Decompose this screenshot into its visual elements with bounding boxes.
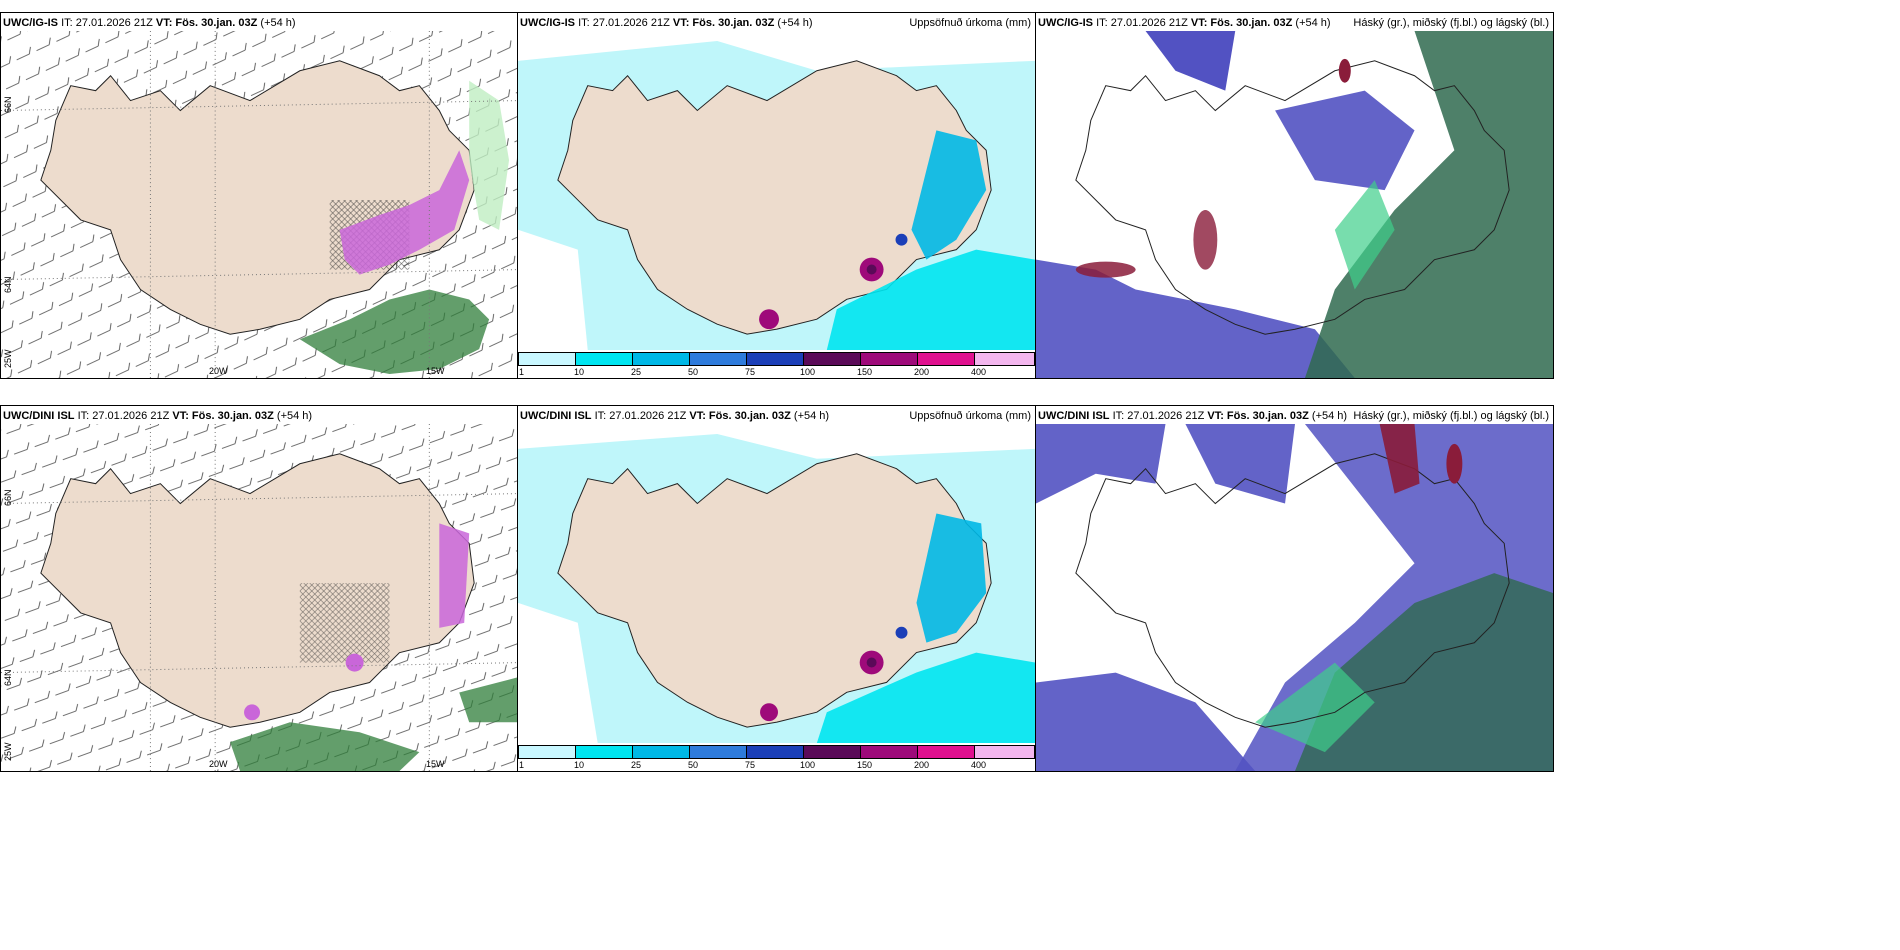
colorbar-swatch [746,352,804,366]
colorbar-swatch [575,745,633,759]
panel-title: UWC/IG-IS IT: 27.01.2026 21Z VT: Fös. 30… [1038,17,1331,29]
panel-subtitle: Háský (gr.), miðský (fj.bl.) og lágský (… [1353,17,1549,29]
colorbar-swatch [974,352,1035,366]
colorbar-swatch [746,745,804,759]
colorbar-swatch [632,745,690,759]
colorbar-swatch [917,352,975,366]
colorbar-swatch [860,352,918,366]
colorbar-swatch [917,745,975,759]
precip-map [518,424,1035,743]
colorbar-tick: 25 [631,367,642,377]
colorbar-tick: 400 [971,760,987,770]
colorbar-tick: 200 [914,367,930,377]
panel-subtitle: Uppsöfnuð úrkoma (mm) [909,17,1031,29]
map-area [1,424,517,771]
panel-title: UWC/DINI ISL IT: 27.01.2026 21Z VT: Fös.… [520,410,830,422]
colorbar-swatch [518,745,576,759]
colorbar-tick: 10 [574,367,585,377]
colorbar-swatch [632,352,690,366]
panel-title: UWC/IG-IS IT: 27.01.2026 21Z VT: Fös. 30… [3,17,296,29]
lat-label-66n: 66N [3,489,13,506]
lat-label-64n: 64N [3,276,13,293]
panel-title: UWC/IG-IS IT: 27.01.2026 21Z VT: Fös. 30… [520,17,813,29]
lon-label-15w: 15W [426,759,445,769]
cloud-map [1036,424,1553,771]
panel-subtitle: Háský (gr.), miðský (fj.bl.) og lágský (… [1353,410,1549,422]
panel-clouds-igis: UWC/IG-IS IT: 27.01.2026 21Z VT: Fös. 30… [1035,12,1554,379]
map-area [1,31,517,378]
colorbar-tick: 100 [800,760,816,770]
cloud-map [1036,31,1553,378]
lon-label-25w: 25W [3,349,13,368]
panel-wind-snow-igis: UWC/IG-IS IT: 27.01.2026 21Z VT: Fös. 30… [0,12,518,379]
precip-map [518,31,1035,350]
wind-barb-map [1,424,517,771]
iceland-land [1075,453,1510,728]
panel-precip-igis: UWC/IG-IS IT: 27.01.2026 21Z VT: Fös. 30… [517,12,1036,379]
colorbar-tick: 75 [745,760,756,770]
colorbar-swatch [689,745,747,759]
map-area [518,31,1035,350]
precip-colorbar: 1 10 25 50 75 100 150 200 400 [518,350,1035,378]
colorbar-tick: 100 [800,367,816,377]
colorbar-swatch [974,745,1035,759]
colorbar-tick: 50 [688,760,699,770]
colorbar-tick: 50 [688,367,699,377]
colorbar-tick: 25 [631,760,642,770]
lon-label-20w: 20W [209,366,228,376]
map-area [1036,424,1553,771]
colorbar-swatch [518,352,576,366]
iceland-land [1075,60,1510,335]
panel-wind-snow-dini: UWC/DINI ISL IT: 27.01.2026 21Z VT: Fös.… [0,405,518,772]
lon-label-20w: 20W [209,759,228,769]
lon-label-25w: 25W [3,742,13,761]
lat-label-64n: 64N [3,669,13,686]
colorbar-tick: 150 [857,367,873,377]
colorbar-tick: 200 [914,760,930,770]
lat-label-66n: 66N [3,96,13,113]
panel-clouds-dini: UWC/DINI ISL IT: 27.01.2026 21Z VT: Fös.… [1035,405,1554,772]
colorbar-swatch [689,352,747,366]
map-area [1036,31,1553,378]
colorbar-tick: 1 [519,367,525,377]
wind-barb-map [1,31,517,378]
rain-area [299,289,490,375]
panel-title: UWC/DINI ISL IT: 27.01.2026 21Z VT: Fös.… [3,410,313,422]
colorbar-swatch [575,352,633,366]
panel-precip-dini: UWC/DINI ISL IT: 27.01.2026 21Z VT: Fös.… [517,405,1036,772]
colorbar-tick: 150 [857,760,873,770]
map-area [518,424,1035,743]
colorbar-swatch [803,745,861,759]
colorbar-tick: 75 [745,367,756,377]
colorbar-swatch [803,352,861,366]
panel-subtitle: Uppsöfnuð úrkoma (mm) [909,410,1031,422]
colorbar-swatch [860,745,918,759]
colorbar-tick: 400 [971,367,987,377]
colorbar-tick: 10 [574,760,585,770]
snow-area [339,150,470,275]
lon-label-15w: 15W [426,366,445,376]
precip-colorbar: 1 10 25 50 75 100 150 200 400 [518,743,1035,771]
panel-title: UWC/DINI ISL IT: 27.01.2026 21Z VT: Fös.… [1038,410,1348,422]
colorbar-tick: 1 [519,760,525,770]
